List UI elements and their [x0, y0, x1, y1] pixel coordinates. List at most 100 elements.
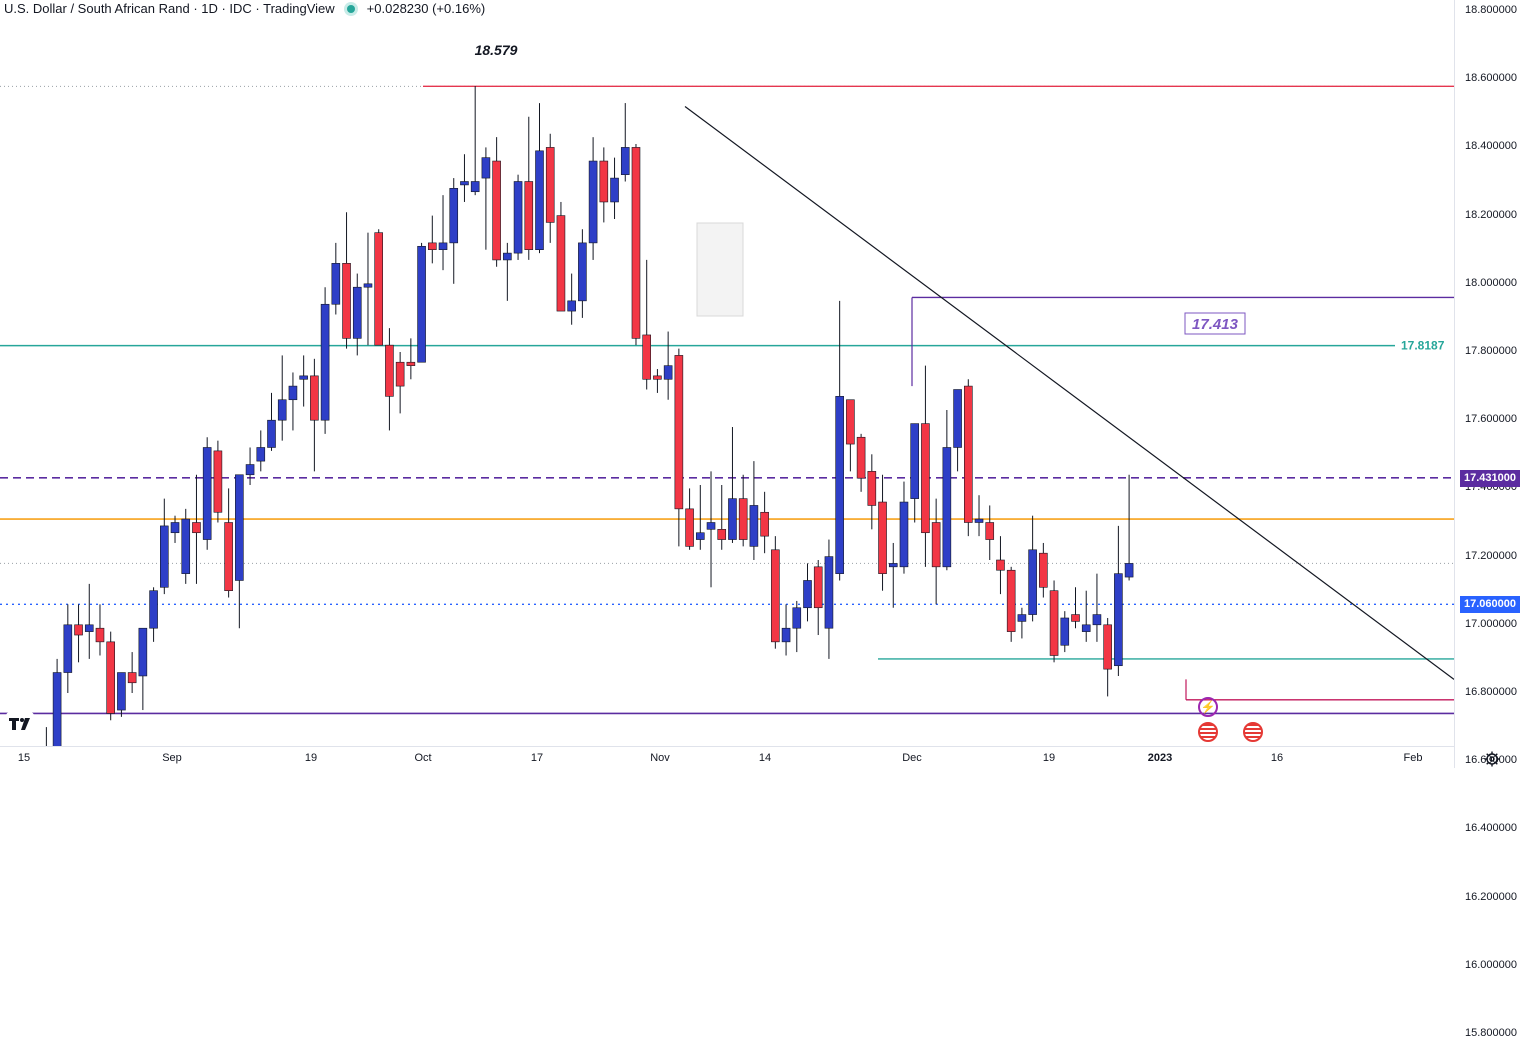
candle[interactable] — [1092, 573, 1102, 642]
candle[interactable] — [620, 103, 630, 182]
candle[interactable] — [1103, 617, 1112, 697]
candle[interactable] — [1039, 542, 1048, 598]
candle[interactable] — [277, 355, 287, 441]
candle[interactable] — [395, 352, 405, 414]
candle[interactable] — [663, 331, 673, 400]
candle[interactable] — [1081, 590, 1091, 642]
candle[interactable] — [695, 484, 705, 550]
candle[interactable] — [449, 178, 459, 284]
candle[interactable] — [1017, 607, 1027, 639]
chart-plot-area[interactable]: 18.579 17.8187 17.413 U.S. Dollar / South … — [0, 0, 1454, 746]
candle[interactable] — [803, 563, 812, 622]
candle[interactable] — [331, 242, 341, 315]
candle[interactable] — [74, 604, 83, 663]
candle[interactable] — [310, 358, 319, 472]
candle[interactable] — [492, 137, 501, 267]
price-axis[interactable]: 18.800000 18.600000 18.400000 18.200000 18.0… — [1454, 0, 1526, 1039]
candle[interactable] — [513, 174, 523, 260]
candle[interactable] — [1060, 611, 1070, 653]
candle[interactable] — [578, 229, 587, 318]
candle[interactable] — [106, 631, 115, 721]
candle[interactable] — [256, 430, 266, 472]
candle[interactable] — [385, 328, 394, 431]
candle[interactable] — [84, 583, 94, 659]
candle[interactable] — [160, 498, 169, 595]
candle[interactable] — [921, 365, 930, 567]
candle[interactable] — [706, 471, 716, 588]
candle[interactable] — [1028, 515, 1037, 622]
candle[interactable] — [931, 498, 941, 605]
candle[interactable] — [1071, 587, 1080, 629]
candle[interactable] — [503, 242, 512, 301]
candlestick-chart[interactable]: 18.579 17.8187 17.413 — [0, 0, 1454, 746]
candle[interactable] — [427, 215, 437, 264]
candle[interactable] — [556, 201, 566, 312]
candle[interactable] — [685, 488, 694, 550]
candle[interactable] — [1049, 580, 1059, 663]
tradingview-logo[interactable] — [6, 712, 34, 736]
candle[interactable] — [52, 658, 62, 746]
candle[interactable] — [985, 505, 995, 561]
candle[interactable] — [813, 560, 823, 636]
us-flag-event-icon[interactable] — [1243, 722, 1263, 742]
candle[interactable] — [299, 355, 308, 407]
candle[interactable] — [942, 409, 952, 571]
candle[interactable] — [363, 232, 373, 346]
candle[interactable] — [535, 103, 544, 254]
candle[interactable] — [138, 627, 148, 711]
candle[interactable] — [342, 212, 351, 349]
settings-gear-icon[interactable] — [1484, 751, 1500, 767]
candle[interactable] — [406, 338, 416, 380]
candle[interactable] — [824, 539, 834, 659]
candle[interactable] — [610, 157, 619, 220]
candle[interactable] — [974, 495, 984, 537]
candle[interactable] — [1124, 474, 1134, 581]
candle[interactable] — [717, 484, 727, 550]
candle[interactable] — [1006, 566, 1016, 642]
candle[interactable] — [792, 600, 802, 653]
candle[interactable] — [888, 542, 898, 608]
candle[interactable] — [42, 727, 50, 746]
time-axis[interactable]: 15 Sep 19 Oct 17 Nov 14 Dec 19 2023 16 Feb — [0, 746, 1454, 769]
candle[interactable] — [567, 273, 576, 325]
candle[interactable] — [856, 433, 866, 492]
candle[interactable] — [438, 195, 448, 271]
candle[interactable] — [481, 147, 491, 250]
candle[interactable] — [117, 672, 126, 717]
candle[interactable] — [728, 427, 737, 543]
candle[interactable] — [1114, 525, 1123, 676]
candle[interactable] — [781, 604, 791, 656]
candle[interactable] — [181, 508, 191, 584]
candle[interactable] — [963, 379, 973, 537]
candle[interactable] — [867, 454, 877, 530]
candle[interactable] — [213, 440, 223, 523]
candle[interactable] — [631, 143, 641, 346]
downtrend-line[interactable] — [684, 105, 1454, 680]
candle[interactable] — [878, 474, 887, 591]
candle[interactable] — [588, 137, 598, 260]
candle[interactable] — [953, 389, 962, 472]
candle[interactable] — [235, 474, 244, 629]
candle[interactable] — [738, 474, 748, 547]
candle[interactable] — [642, 259, 652, 390]
candle[interactable] — [749, 461, 759, 561]
candle[interactable] — [374, 229, 384, 346]
candle[interactable] — [460, 154, 469, 202]
candle[interactable] — [267, 392, 276, 451]
candle[interactable] — [835, 300, 844, 581]
candle[interactable] — [127, 652, 137, 693]
candle[interactable] — [674, 348, 684, 547]
candle[interactable] — [910, 423, 920, 523]
candle[interactable] — [224, 488, 233, 598]
candle[interactable] — [202, 437, 212, 550]
candle[interactable] — [95, 604, 105, 656]
candle[interactable] — [899, 481, 909, 574]
candle[interactable] — [149, 587, 158, 642]
candle[interactable] — [63, 604, 73, 693]
us-flag-event-icon[interactable] — [1198, 722, 1218, 742]
candle[interactable] — [760, 491, 769, 554]
candle[interactable] — [846, 399, 855, 472]
candle[interactable] — [599, 147, 609, 223]
candle[interactable] — [524, 116, 534, 260]
candle[interactable] — [352, 273, 362, 356]
